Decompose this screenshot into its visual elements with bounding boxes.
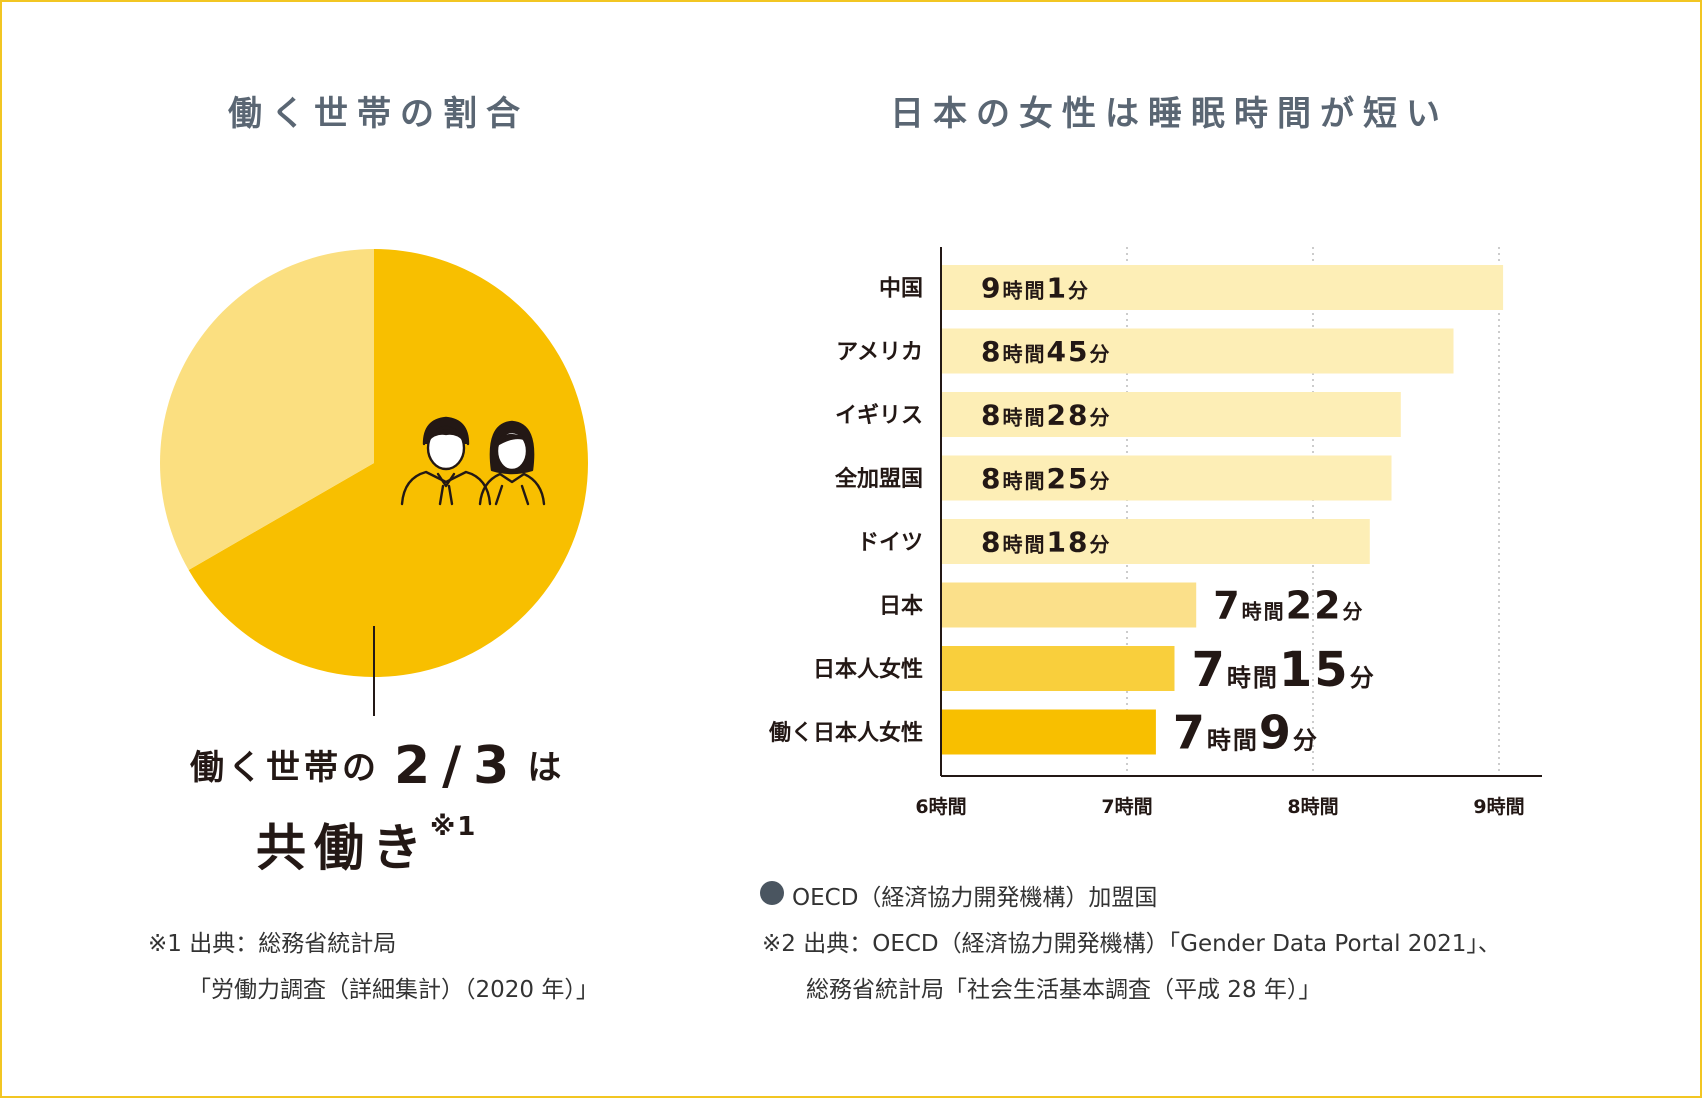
x-tick-label: 9時間 xyxy=(1473,796,1524,818)
category-label: 日本 xyxy=(879,594,923,619)
value-label: 8時間18分 xyxy=(981,526,1111,559)
couple-icon xyxy=(400,416,546,506)
bar xyxy=(942,709,1156,755)
pie-footnote-line2: 「労働力調査（詳細集計）（2020 年）」 xyxy=(188,977,599,1003)
pie-footnote-line1: ※1 出典：総務省統計局 xyxy=(148,931,397,957)
bar xyxy=(942,519,1370,564)
bar xyxy=(942,328,1454,374)
pie-chart-title: 働く世帯の割合 xyxy=(228,94,529,134)
x-tick-label: 7時間 xyxy=(1101,796,1152,818)
bar xyxy=(942,646,1175,691)
category-label: 日本人女性 xyxy=(813,657,923,683)
pie-caption-fraction: 2/3 xyxy=(394,736,522,796)
category-label: アメリカ xyxy=(836,340,923,365)
bar xyxy=(942,455,1392,501)
pie-caption-note-mark: ※1 xyxy=(430,812,478,842)
pie-caption-line1: 働く世帯の 2/3 は xyxy=(190,736,565,796)
category-label: イギリス xyxy=(835,404,923,429)
value-label: 8時間25分 xyxy=(981,462,1111,495)
x-tick-label: 6時間 xyxy=(915,796,966,818)
bar xyxy=(942,582,1197,628)
pie-slice-0 xyxy=(188,249,588,677)
legend-text: OECD（経済協力開発機構）加盟国 xyxy=(792,885,1158,911)
legend-dot-icon xyxy=(760,881,784,905)
value-label: 7時間9分 xyxy=(1173,706,1319,760)
value-label: 7時間22分 xyxy=(1213,584,1364,628)
category-label: ドイツ xyxy=(857,531,923,556)
category-label: 中国 xyxy=(879,277,923,302)
value-label: 8時間45分 xyxy=(981,335,1111,368)
category-label: 全加盟国 xyxy=(834,466,923,492)
bar xyxy=(942,265,1504,310)
pie-caption-pre: 働く世帯の xyxy=(190,748,380,788)
value-label: 8時間28分 xyxy=(981,399,1111,432)
bar-footnote-line2: 総務省統計局「社会生活基本調査（平成 28 年）」 xyxy=(806,977,1322,1003)
bar-chart-title: 日本の女性は睡眠時間が短い xyxy=(890,94,1449,134)
category-label: 働く日本人女性 xyxy=(768,720,923,746)
bar-footnote-line1: ※2 出典：OECD（経済協力開発機構）「Gender Data Portal … xyxy=(762,931,1501,957)
x-tick-label: 8時間 xyxy=(1287,796,1338,818)
pie-slice-1 xyxy=(159,249,374,570)
bar xyxy=(942,392,1401,437)
value-label: 9時間1分 xyxy=(981,272,1090,305)
pie-caption-post: は xyxy=(527,748,566,788)
pie-caption-line2: 共働き※1 xyxy=(256,808,477,880)
pie-caption-main: 共働き xyxy=(256,819,430,877)
value-label: 7時間15分 xyxy=(1192,642,1376,698)
